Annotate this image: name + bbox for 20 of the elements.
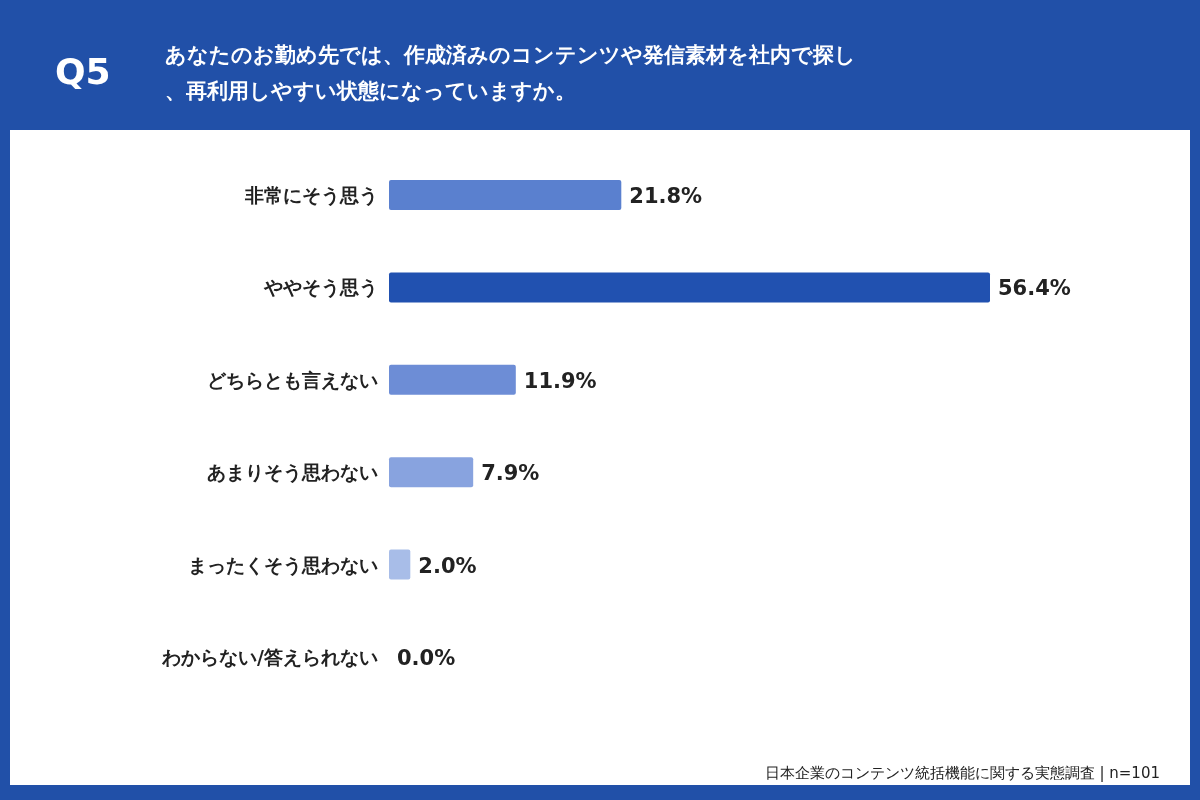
bar: [389, 457, 474, 488]
y-tick-label: わからない/答えられない: [161, 646, 378, 668]
bar: [389, 180, 622, 210]
chart-subtitle: あなたのお勤め先では、作成済みのコンテンツや発信素材を社内で探し、再利用しやすい状態になっていますか。: [165, 43, 856, 103]
text: 日本企業のコンテンツ統括機能に関する実態調査 | n=101: [764, 764, 1160, 782]
text: Q5: [55, 51, 111, 92]
y-tick-label: あまりそう思わない: [207, 461, 378, 485]
y-tick-label: まったくそう思わない: [188, 553, 378, 577]
data-label: 21.8%: [629, 184, 703, 208]
data-label: 56.4%: [998, 276, 1071, 301]
data-label: 7.9%: [481, 461, 540, 486]
bar: [389, 364, 516, 395]
bar: [389, 549, 411, 580]
y-tick-label: どちらとも言えない: [207, 368, 378, 391]
y-tick-label: ややそう思う: [263, 276, 378, 300]
data-label: 2.0%: [418, 553, 477, 578]
y-tick-label: 非常にそう思う: [244, 184, 378, 207]
bar: [389, 272, 990, 303]
data-label: 0.0%: [397, 646, 456, 670]
data-label: 11.9%: [523, 368, 597, 393]
